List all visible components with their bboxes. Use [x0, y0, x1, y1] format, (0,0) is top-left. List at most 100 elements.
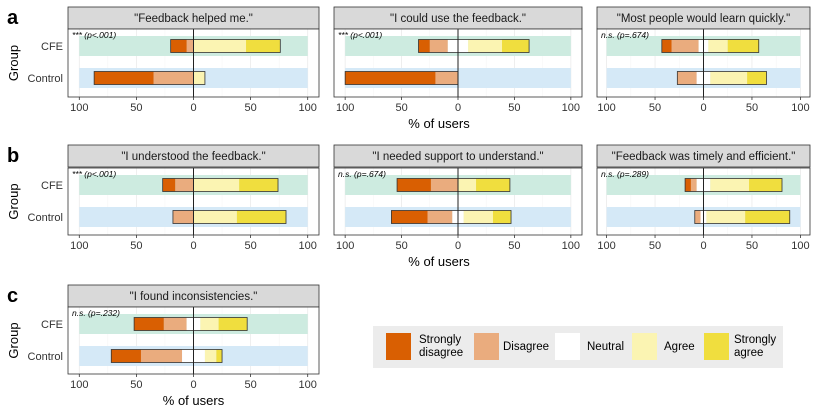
- significance-annotation: n.s. (p=.289): [601, 169, 649, 179]
- bar-outline-control: [694, 210, 791, 224]
- row-c: c Group CFE Control "I found inconsistencies…: [6, 284, 320, 408]
- bar-strongly-disagree-cfe: [397, 178, 431, 192]
- legend-key-neutral: [555, 333, 580, 360]
- x-tick-label: 100: [70, 102, 88, 114]
- x-tick-label: 0: [190, 102, 196, 114]
- bar-disagree-control: [153, 71, 194, 85]
- bar-disagree-cfe: [163, 317, 187, 331]
- row-label: b: [7, 145, 19, 167]
- bar-disagree-control: [435, 71, 458, 85]
- group-label: Control: [28, 73, 63, 85]
- bar-strongly-agree-cfe: [476, 178, 510, 192]
- bar-strongly-agree-cfe: [218, 317, 248, 331]
- bar-strongly-disagree-cfe: [134, 317, 164, 331]
- panel: "I could use the feedback." *** (p<.001) 1…: [333, 6, 583, 114]
- x-tick-label: 100: [597, 240, 615, 252]
- bar-strongly-agree-control: [216, 349, 223, 363]
- row-a: a Group CFE Control "Feedback helped me." ***…: [6, 6, 811, 131]
- panel-strip: [333, 144, 583, 168]
- panel-title: "I found inconsistencies.": [130, 291, 258, 303]
- bar-outline-control: [676, 71, 767, 85]
- legend-key-disagree: [474, 333, 499, 360]
- x-tick-label: 0: [190, 379, 196, 391]
- x-tick-label: 50: [244, 379, 256, 391]
- bar-outline-cfe: [684, 178, 783, 192]
- bar-disagree-cfe: [690, 178, 697, 192]
- legend-label-strongly-disagree: Strongly disagree: [419, 334, 463, 359]
- bar-agree-control: [193, 210, 237, 224]
- bar-disagree-control: [427, 210, 453, 224]
- x-tick-label: 100: [299, 102, 317, 114]
- bar-strongly-agree-cfe: [246, 39, 281, 53]
- x-tick-label: 50: [130, 102, 142, 114]
- bar-outline-cfe: [396, 178, 511, 192]
- bar-agree-control: [193, 71, 205, 85]
- bar-strongly-disagree-cfe: [162, 178, 176, 192]
- bar-strongly-disagree-cfe: [418, 39, 430, 53]
- x-tick-label: 100: [562, 240, 580, 252]
- x-tick-label: 50: [649, 240, 661, 252]
- x-tick-label: 50: [649, 102, 661, 114]
- bar-outline-control: [110, 349, 223, 363]
- bar-strongly-disagree-cfe: [661, 39, 672, 53]
- x-tick-label: 100: [791, 102, 809, 114]
- panel: "I needed support to understand." n.s. (p…: [333, 144, 583, 252]
- x-tick-label: 100: [336, 240, 354, 252]
- panel: "Feedback was timely and efficient." n.s.…: [596, 144, 811, 252]
- group-label: Control: [28, 351, 63, 363]
- y-axis-title: Group: [6, 45, 21, 81]
- bar-strongly-agree-cfe: [239, 178, 279, 192]
- bar-strongly-agree-control: [745, 210, 790, 224]
- bar-outline-cfe: [162, 178, 279, 192]
- bar-strongly-agree-control: [236, 210, 287, 224]
- panel-title: "Feedback was timely and efficient.": [612, 151, 796, 163]
- x-tick-label: 50: [395, 240, 407, 252]
- legend-label-disagree: Disagree: [503, 341, 549, 353]
- bar-outline-cfe: [418, 39, 530, 53]
- panel-strip: [596, 144, 811, 168]
- significance-annotation: n.s. (p=.674): [601, 30, 649, 40]
- bar-disagree-control: [172, 210, 194, 224]
- panel: "Most people would learn quickly." n.s. (…: [596, 6, 811, 114]
- group-label: Control: [28, 212, 63, 224]
- bar-agree-cfe: [710, 178, 750, 192]
- bar-strongly-agree-cfe: [502, 39, 530, 53]
- bar-agree-cfe: [200, 317, 219, 331]
- x-tick-label: 50: [746, 102, 758, 114]
- bar-outline-cfe: [133, 317, 248, 331]
- y-axis-title: Group: [6, 322, 21, 358]
- x-tick-label: 50: [244, 240, 256, 252]
- legend-label-agree: Agree: [664, 341, 695, 353]
- bar-outline-cfe: [661, 39, 760, 53]
- x-tick-label: 50: [508, 102, 520, 114]
- group-label: CFE: [41, 319, 63, 331]
- x-tick-label: 100: [791, 240, 809, 252]
- row-label: c: [7, 285, 18, 307]
- significance-annotation: *** (p<.001): [72, 30, 116, 40]
- x-tick-label: 50: [130, 240, 142, 252]
- legend-key-agree: [632, 333, 657, 360]
- panel: "Feedback helped me." *** (p<.001) 100 50 0 5…: [67, 6, 320, 114]
- bar-agree-control: [706, 210, 746, 224]
- panel-title: "Feedback helped me.": [134, 13, 253, 25]
- bar-disagree-control: [677, 71, 697, 85]
- legend-label-strongly-agree: Strongly agree: [734, 334, 776, 359]
- bar-strongly-disagree-control: [94, 71, 154, 85]
- panel: "I found inconsistencies." n.s. (p=.232) 1…: [67, 284, 320, 391]
- x-axis-title: % of users: [408, 116, 470, 131]
- group-label: CFE: [41, 180, 63, 192]
- bar-agree-cfe: [468, 39, 503, 53]
- x-tick-label: 0: [190, 240, 196, 252]
- bar-strongly-agree-control: [747, 71, 767, 85]
- bar-outline-cfe: [170, 39, 281, 53]
- bar-disagree-cfe: [671, 39, 699, 53]
- bar-strongly-disagree-control: [345, 71, 436, 85]
- bar-strongly-disagree-control: [391, 210, 428, 224]
- bar-outline-control: [391, 210, 512, 224]
- bar-agree-cfe: [458, 178, 477, 192]
- panel-title: "Most people would learn quickly.": [617, 13, 791, 25]
- bar-agree-cfe: [193, 39, 247, 53]
- bar-strongly-disagree-cfe: [685, 178, 691, 192]
- x-tick-label: 100: [70, 379, 88, 391]
